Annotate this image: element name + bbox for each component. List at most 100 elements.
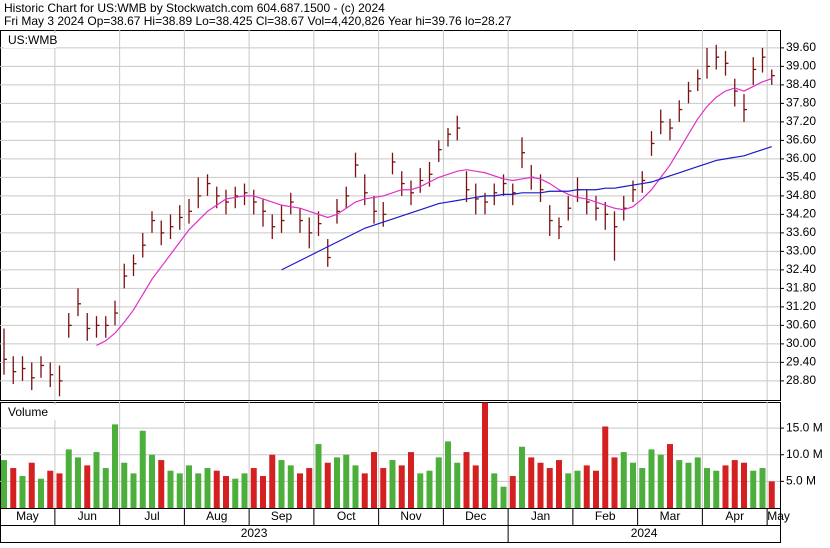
volume-bar: [537, 462, 544, 508]
volume-bar: [130, 473, 137, 508]
volume-bar: [528, 457, 535, 508]
y-tick-label: 15.0 M: [786, 420, 823, 434]
volume-bar: [500, 486, 507, 508]
x-tick-label: Jun: [78, 509, 97, 523]
volume-bar: [297, 473, 303, 508]
volume-bar: [722, 465, 729, 508]
volume-bar: [602, 426, 609, 508]
volume-bar: [408, 452, 414, 508]
volume-bar: [639, 468, 646, 508]
chart-subtitle: Fri May 3 2024 Op=38.67 Hi=38.89 Lo=38.4…: [4, 14, 512, 28]
moving-average: [281, 145, 772, 271]
y-tick-label: 30.60: [786, 318, 816, 332]
volume-bar: [648, 449, 655, 508]
x-tick-label: Mar: [660, 509, 681, 523]
legend-label: Volume: [8, 405, 48, 419]
volume-bar: [574, 470, 581, 508]
y-tick-label: 34.80: [786, 188, 816, 202]
volume-bar: [546, 468, 553, 508]
volume-bar: [260, 476, 266, 508]
volume-bar: [389, 460, 396, 508]
x-tick-label: Jan: [531, 509, 550, 523]
volume-bar: [121, 462, 128, 508]
volume-bar: [768, 481, 775, 508]
y-tick-label: 37.20: [786, 114, 816, 128]
volume-bar: [1, 460, 7, 508]
volume-bar: [28, 462, 35, 508]
volume-bar: [694, 457, 701, 508]
volume-bar: [176, 473, 183, 508]
volume-bar: [65, 449, 72, 508]
volume-bar: [102, 468, 109, 508]
volume-bar: [361, 473, 368, 508]
volume-bar: [306, 468, 313, 508]
volume-bar: [491, 473, 498, 508]
y-tick-label: 31.80: [786, 281, 816, 295]
volume-bar: [139, 430, 146, 508]
year-axis: [0, 525, 781, 543]
volume-bar: [463, 452, 470, 508]
volume-bar: [324, 462, 331, 508]
y-tick-label: 35.40: [786, 170, 816, 184]
volume-bar: [343, 454, 350, 508]
volume-bar: [731, 460, 738, 508]
y-tick-label: 10.0 M: [786, 447, 823, 461]
volume-bar: [278, 460, 285, 508]
volume-bar: [380, 468, 387, 508]
volume-bar: [167, 470, 174, 508]
volume-bar: [287, 465, 294, 508]
y-tick-label: 39.60: [786, 40, 816, 54]
volume-bar: [269, 454, 276, 508]
price-panel: [0, 30, 781, 401]
chart-title: Historic Chart for US:WMB by Stockwatch.…: [4, 1, 385, 15]
legend-box: [4, 405, 56, 420]
volume-bar: [223, 476, 229, 508]
y-tick-label: 31.20: [786, 299, 816, 313]
volume-bar: [93, 452, 100, 508]
volume-bar: [685, 462, 692, 508]
x-tick-label: May: [767, 509, 790, 523]
volume-bar: [583, 465, 590, 508]
volume-bar: [417, 473, 424, 508]
y-tick-label: 5.0 M: [786, 474, 816, 488]
volume-bar: [713, 470, 720, 508]
volume-bar: [398, 465, 405, 508]
y-tick-label: 36.60: [786, 133, 816, 147]
volume-bar: [435, 457, 442, 508]
volume-bar: [704, 468, 710, 508]
x-tick-label: Feb: [595, 509, 616, 523]
moving-average: [96, 78, 772, 346]
y-tick-label: 30.00: [786, 336, 816, 350]
volume-bar: [19, 476, 26, 508]
volume-bar: [519, 446, 525, 508]
volume-bar: [454, 462, 461, 508]
x-tick-label: Jul: [144, 509, 159, 523]
volume-bar: [611, 457, 618, 508]
volume-bar: [620, 452, 627, 508]
x-tick-label: Aug: [206, 509, 227, 523]
volume-bar: [334, 457, 340, 508]
volume-bar: [213, 470, 220, 508]
volume-bar: [565, 473, 572, 508]
volume-bar: [759, 468, 766, 508]
volume-bar: [352, 465, 359, 508]
x-tick-label: Apr: [725, 509, 744, 523]
x-tick-label: Dec: [465, 509, 486, 523]
y-tick-label: 36.00: [786, 151, 816, 165]
y-tick-label: 38.40: [786, 77, 816, 91]
volume-bar: [250, 468, 257, 508]
x-tick-label: Sep: [271, 509, 293, 523]
volume-bar: [750, 470, 757, 508]
volume-bar: [657, 454, 664, 508]
volume-bar: [186, 465, 192, 508]
y-tick-label: 33.00: [786, 244, 816, 258]
volume-bar: [667, 444, 673, 508]
y-tick-label: 34.20: [786, 207, 816, 221]
year-label: 2023: [241, 526, 268, 540]
volume-bar: [38, 478, 44, 508]
y-tick-label: 39.00: [786, 59, 816, 73]
y-tick-label: 37.80: [786, 96, 816, 110]
volume-bar: [556, 460, 562, 508]
volume-bar: [47, 470, 54, 508]
volume-bar: [676, 460, 683, 508]
